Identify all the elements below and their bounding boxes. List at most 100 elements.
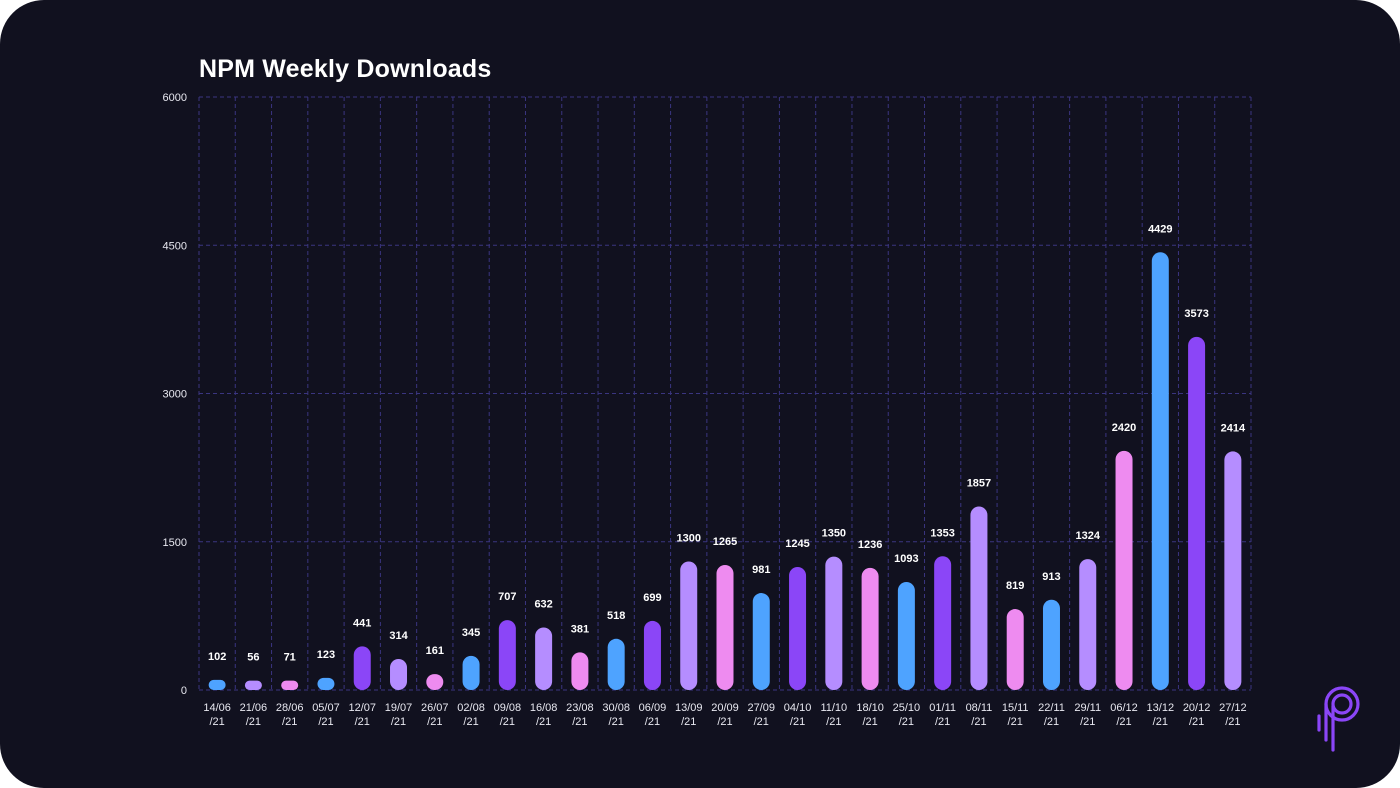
x-tick-label: 29/11 [1074,702,1101,714]
data-label: 56 [247,652,259,664]
bar [498,620,516,690]
bar [462,655,480,690]
x-tick-label-year: /21 [500,716,515,728]
x-tick-label: 22/11 [1038,702,1065,714]
data-label: 913 [1042,571,1060,583]
data-label: 1245 [785,538,809,550]
x-tick-label: 09/08 [494,702,522,714]
bar [1006,609,1024,690]
bar [1079,559,1097,690]
bar [716,564,734,690]
x-tick-label: 20/09 [711,702,739,714]
bar [535,627,553,690]
x-tick-label-year: /21 [862,716,877,728]
x-tick-label-year: /21 [1044,716,1059,728]
bar [861,567,879,690]
x-tick-label-year: /21 [1116,716,1131,728]
x-tick-label-year: /21 [318,716,333,728]
x-tick-label: 16/08 [530,702,558,714]
x-tick-label-year: /21 [681,716,696,728]
data-label: 1324 [1076,530,1101,542]
bar [789,566,807,690]
x-tick-label-year: /21 [645,716,660,728]
bar [208,679,226,690]
data-label: 1093 [894,553,918,565]
x-tick-label: 18/10 [856,702,884,714]
x-tick-label: 15/11 [1002,702,1029,714]
data-label: 981 [752,564,770,576]
bar [1151,252,1169,691]
data-label: 699 [643,592,661,604]
x-tick-label-year: /21 [609,716,624,728]
x-tick-label: 06/12 [1110,702,1138,714]
data-label: 3573 [1184,308,1208,320]
data-label: 1300 [676,533,700,545]
brand-logo-icon [1317,686,1360,752]
x-tick-label: 19/07 [385,702,413,714]
x-tick-label-year: /21 [463,716,478,728]
x-tick-label: 27/12 [1219,702,1247,714]
data-label: 161 [426,645,444,657]
x-tick-label: 20/12 [1183,702,1211,714]
y-tick-label: 1500 [163,537,187,549]
x-tick-label: 14/06 [203,702,231,714]
data-label: 1857 [967,477,991,489]
x-tick-label-year: /21 [246,716,261,728]
x-tick-label-year: /21 [572,716,587,728]
bar [825,556,843,690]
x-tick-label: 08/11 [966,702,993,714]
bar [1224,451,1242,690]
x-tick-label: 06/09 [639,702,667,714]
x-tick-label: 02/08 [457,702,485,714]
data-label: 381 [571,623,589,635]
bar [1042,599,1060,690]
bar [244,680,262,690]
data-label: 102 [208,651,226,663]
data-label: 1236 [858,539,882,551]
bar [1115,450,1133,690]
x-tick-label-year: /21 [209,716,224,728]
x-tick-label: 04/10 [784,702,812,714]
x-tick-label: 13/09 [675,702,703,714]
x-tick-label-year: /21 [1008,716,1023,728]
bar [317,677,335,690]
x-tick-label: 01/11 [929,702,956,714]
x-tick-label: 23/08 [566,702,594,714]
x-tick-label: 11/10 [820,702,847,714]
x-tick-label-year: /21 [935,716,950,728]
bar [281,680,299,690]
x-tick-label-year: /21 [1153,716,1168,728]
x-tick-label: 25/10 [893,702,921,714]
data-label: 123 [317,649,335,661]
data-label: 71 [284,652,296,664]
x-tick-label-year: /21 [427,716,442,728]
x-tick-label: 21/06 [240,702,268,714]
x-tick-label-year: /21 [826,716,841,728]
x-tick-label-year: /21 [1080,716,1095,728]
x-tick-label-year: /21 [1225,716,1240,728]
x-tick-label-year: /21 [536,716,551,728]
x-tick-label-year: /21 [391,716,406,728]
bar [934,556,952,690]
data-label: 1265 [713,536,737,548]
bar [680,561,698,690]
bar [897,581,915,690]
data-label: 1350 [822,528,846,540]
x-tick-label-year: /21 [1189,716,1204,728]
data-label: 4429 [1148,223,1172,235]
x-tick-label-year: /21 [790,716,805,728]
x-tick-label: 30/08 [602,702,630,714]
data-label: 2414 [1221,422,1246,434]
bar [426,674,444,690]
x-tick-label-year: /21 [355,716,370,728]
x-tick-label: 26/07 [421,702,449,714]
x-tick-label-year: /21 [971,716,986,728]
y-tick-label: 6000 [163,92,187,104]
data-label: 314 [389,630,408,642]
chart-title: NPM Weekly Downloads [199,55,492,83]
y-tick-label: 3000 [163,389,187,401]
data-label: 819 [1006,580,1024,592]
x-tick-label-year: /21 [754,716,769,728]
x-tick-label: 05/07 [312,702,340,714]
